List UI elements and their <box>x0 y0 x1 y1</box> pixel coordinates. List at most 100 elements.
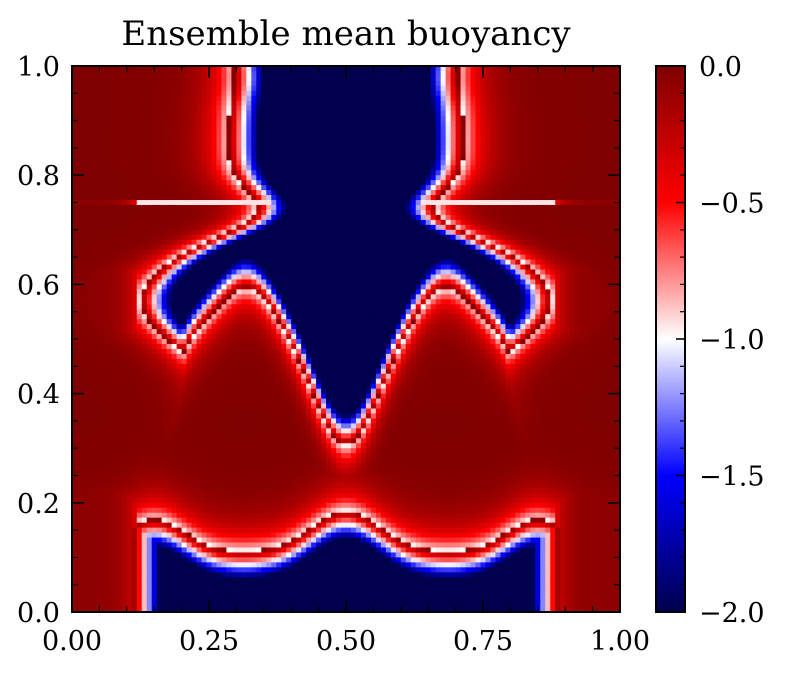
heatmap-cell <box>76 602 83 608</box>
heatmap-cell <box>111 522 118 529</box>
heatmap-cell <box>72 95 78 102</box>
heatmap-cell <box>146 229 153 236</box>
heatmap-cell <box>76 75 83 82</box>
heatmap-cell <box>276 319 282 325</box>
heatmap-cell <box>131 160 138 166</box>
heatmap-cell <box>206 115 213 122</box>
heatmap-cell <box>166 170 173 176</box>
heatmap-cell <box>201 557 208 563</box>
heatmap-cell <box>156 90 163 97</box>
heatmap-cell <box>286 418 292 424</box>
heatmap-cell <box>171 418 178 424</box>
heatmap-cell <box>106 443 113 449</box>
heatmap-cell <box>131 587 138 593</box>
heatmap-cell <box>131 552 138 558</box>
heatmap-cell <box>251 438 257 444</box>
heatmap-cell <box>111 592 118 598</box>
heatmap-cell <box>211 458 218 464</box>
heatmap-cell <box>161 200 168 206</box>
heatmap-cell <box>226 185 233 191</box>
heatmap-cell <box>256 532 262 539</box>
heatmap-cell <box>76 492 83 499</box>
heatmap-cell <box>271 190 277 196</box>
heatmap-cell <box>72 537 78 544</box>
heatmap-cell <box>126 125 133 132</box>
heatmap-cell <box>231 487 237 494</box>
heatmap-cell <box>231 597 237 603</box>
heatmap-cell <box>91 527 98 534</box>
heatmap-cell <box>196 314 203 320</box>
heatmap-cell <box>121 175 128 181</box>
heatmap-cell <box>156 274 163 281</box>
heatmap-cell <box>191 477 198 484</box>
heatmap-cell <box>246 607 252 612</box>
heatmap-cell <box>156 572 163 578</box>
heatmap-cell <box>81 453 88 459</box>
heatmap-cell <box>131 294 138 300</box>
heatmap-cell <box>286 438 292 444</box>
heatmap-cell <box>86 343 93 350</box>
heatmap-cell <box>216 453 223 459</box>
heatmap-cell <box>116 527 123 534</box>
heatmap-cell <box>151 269 158 276</box>
heatmap-cell <box>171 547 178 554</box>
heatmap-cell <box>176 66 183 72</box>
heatmap-cell <box>271 120 277 127</box>
heatmap-cell <box>196 274 203 281</box>
heatmap-cell <box>141 239 148 246</box>
heatmap-cell <box>126 314 133 320</box>
heatmap-cell <box>216 304 223 310</box>
heatmap-cell <box>206 120 213 127</box>
heatmap-cell <box>196 393 203 400</box>
heatmap-cell <box>226 66 233 72</box>
heatmap-cell <box>221 259 228 266</box>
heatmap-cell <box>72 522 78 529</box>
heatmap-cell <box>206 219 213 226</box>
heatmap-cell <box>201 373 208 380</box>
heatmap-cell <box>251 473 257 479</box>
heatmap-cell <box>216 408 223 415</box>
heatmap-cell <box>96 418 103 424</box>
heatmap-cell <box>156 145 163 151</box>
heatmap-cell <box>211 264 218 271</box>
heatmap-cell <box>166 329 173 335</box>
heatmap-cell <box>261 403 267 410</box>
heatmap-cell <box>91 244 98 251</box>
heatmap-cell <box>201 254 208 261</box>
heatmap-cell <box>246 582 252 588</box>
heatmap-cell <box>136 542 143 549</box>
heatmap-cell <box>186 229 193 236</box>
heatmap-cell <box>236 602 242 608</box>
heatmap-cell <box>81 567 88 573</box>
heatmap-cell <box>281 150 287 156</box>
heatmap-cell <box>291 433 297 439</box>
heatmap-cell <box>126 577 133 583</box>
heatmap-cell <box>291 289 297 295</box>
heatmap-cell <box>176 522 183 529</box>
heatmap-cell <box>161 175 168 181</box>
heatmap-cell <box>251 100 257 107</box>
heatmap-cell <box>161 408 168 415</box>
heatmap-cell <box>291 502 297 509</box>
heatmap-cell <box>216 373 223 380</box>
heatmap-cell <box>171 542 178 549</box>
heatmap-cell <box>266 219 272 226</box>
heatmap-cell <box>121 607 128 612</box>
heatmap-cell <box>146 353 153 360</box>
heatmap-cell <box>276 532 282 539</box>
heatmap-cell <box>181 264 188 271</box>
heatmap-cell <box>111 339 118 345</box>
heatmap-cell <box>121 115 128 122</box>
heatmap-cell <box>206 200 213 206</box>
heatmap-cell <box>221 304 228 310</box>
heatmap-cell <box>81 492 88 499</box>
heatmap-cell <box>206 204 213 211</box>
heatmap-cell <box>256 597 262 603</box>
heatmap-cell <box>96 458 103 464</box>
heatmap-cell <box>161 388 168 395</box>
heatmap-cell <box>171 582 178 588</box>
heatmap-cell <box>276 314 282 320</box>
heatmap-cell <box>161 363 168 370</box>
heatmap-cell <box>266 597 272 603</box>
heatmap-cell <box>281 532 287 539</box>
